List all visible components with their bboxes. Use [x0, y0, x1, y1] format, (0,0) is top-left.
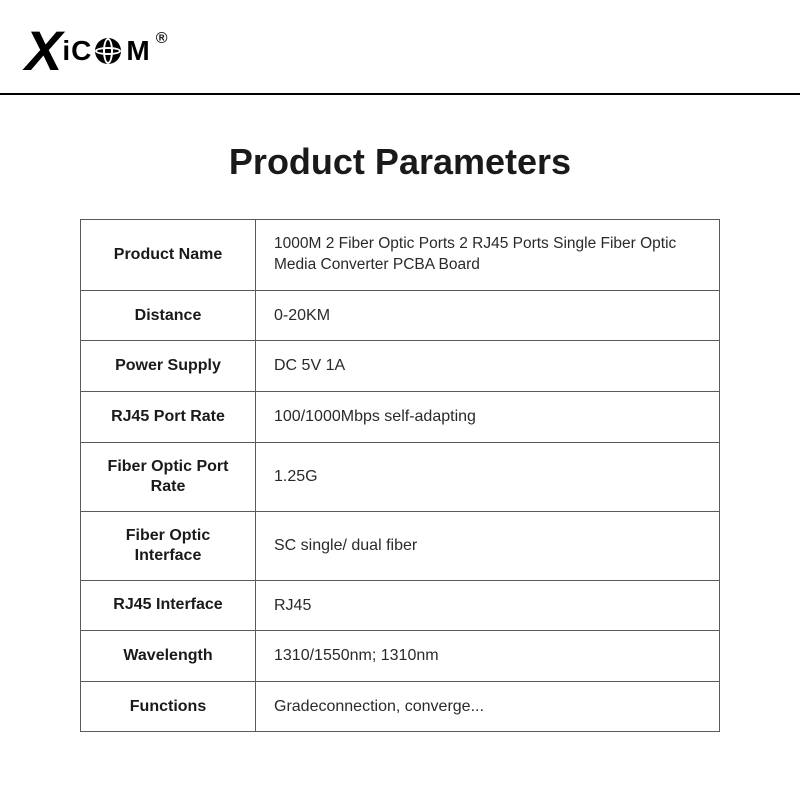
param-value: 1000M 2 Fiber Optic Ports 2 RJ45 Ports S… — [256, 220, 720, 291]
param-value: Gradeconnection, converge... — [256, 681, 720, 732]
page-title: Product Parameters — [0, 141, 800, 183]
logo-letter-x: X — [25, 18, 58, 83]
table-row: RJ45 Interface RJ45 — [81, 580, 720, 631]
table-row: RJ45 Port Rate 100/1000Mbps self-adaptin… — [81, 392, 720, 443]
param-label: RJ45 Port Rate — [81, 392, 256, 443]
param-value: 0-20KM — [256, 290, 720, 341]
param-value: SC single/ dual fiber — [256, 511, 720, 580]
table-row: Distance 0-20KM — [81, 290, 720, 341]
param-label: RJ45 Interface — [81, 580, 256, 631]
registered-trademark-icon: ® — [156, 30, 168, 48]
logo-text-ic: iC — [62, 35, 92, 67]
param-label: Product Name — [81, 220, 256, 291]
param-label: Fiber Optic Port Rate — [81, 442, 256, 511]
table-row: Fiber Optic Port Rate 1.25G — [81, 442, 720, 511]
globe-icon — [95, 38, 121, 64]
table-row: Wavelength 1310/1550nm; 1310nm — [81, 631, 720, 682]
param-label: Distance — [81, 290, 256, 341]
param-label: Wavelength — [81, 631, 256, 682]
table-row: Power Supply DC 5V 1A — [81, 341, 720, 392]
brand-logo: X iC M ® — [25, 18, 775, 83]
parameters-table: Product Name 1000M 2 Fiber Optic Ports 2… — [80, 219, 720, 732]
param-label: Power Supply — [81, 341, 256, 392]
param-value: 100/1000Mbps self-adapting — [256, 392, 720, 443]
param-label: Functions — [81, 681, 256, 732]
logo-header: X iC M ® — [0, 0, 800, 95]
param-value: 1310/1550nm; 1310nm — [256, 631, 720, 682]
table-row: Fiber Optic Interface SC single/ dual fi… — [81, 511, 720, 580]
table-row: Functions Gradeconnection, converge... — [81, 681, 720, 732]
table-row: Product Name 1000M 2 Fiber Optic Ports 2… — [81, 220, 720, 291]
param-label: Fiber Optic Interface — [81, 511, 256, 580]
param-value: DC 5V 1A — [256, 341, 720, 392]
logo-text-m: M — [126, 35, 150, 67]
param-value: RJ45 — [256, 580, 720, 631]
param-value: 1.25G — [256, 442, 720, 511]
